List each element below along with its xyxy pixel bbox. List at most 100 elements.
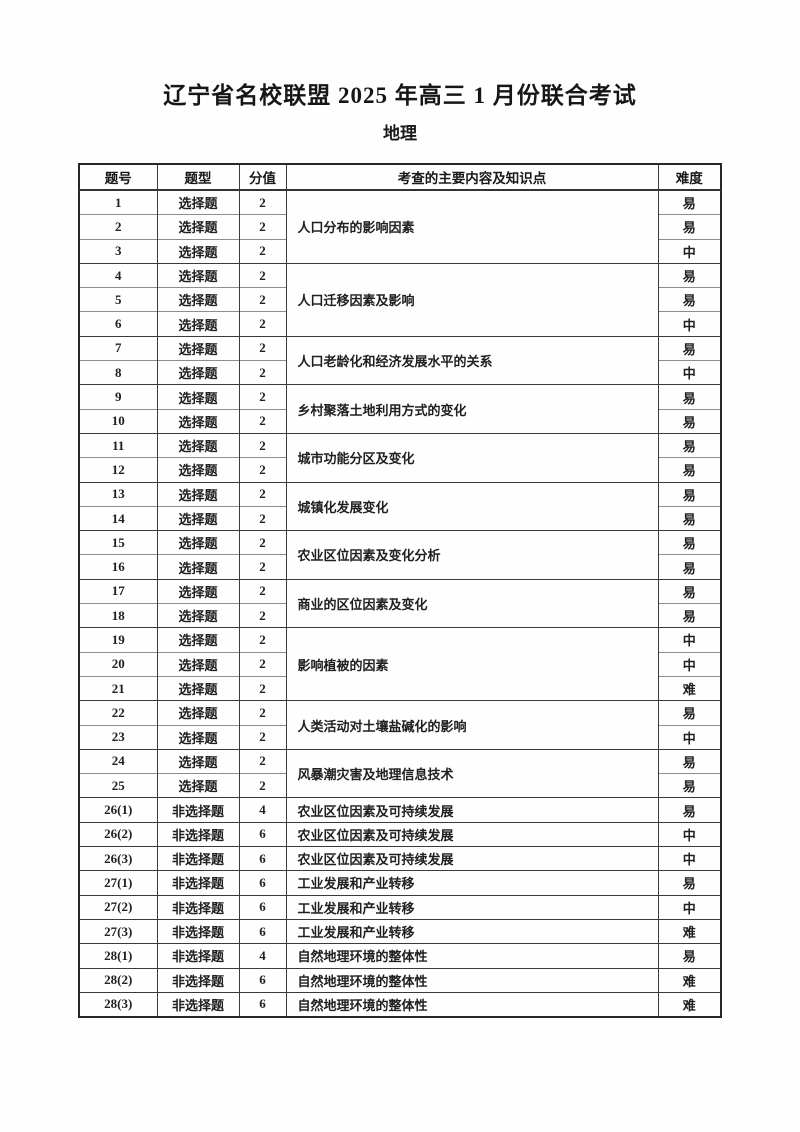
- cell-difficulty: 易: [657, 457, 722, 483]
- cell-difficulty: 易: [657, 214, 722, 240]
- cell-difficulty: 易: [657, 773, 722, 798]
- table-row: 27(2) 非选择题 6 工业发展和产业转移中: [78, 894, 722, 920]
- cell-question-no: 17: [78, 578, 158, 604]
- column-header-score: 分值: [238, 164, 287, 191]
- table-row: 15 选择题 2 农业区位因素及变化分析易: [78, 530, 722, 580]
- cell-question-type: 选择题: [156, 748, 240, 774]
- cell-question-type: 选择题: [156, 700, 240, 726]
- cell-question-type: 选择题: [156, 457, 240, 483]
- cell-difficulty: 易: [657, 748, 722, 774]
- cell-difficulty: 易: [657, 287, 722, 312]
- cell-content: 人口分布的影响因素: [285, 189, 659, 264]
- cell-score: 2: [238, 748, 287, 774]
- table-row: 28(1) 非选择题 4 自然地理环境的整体性易: [78, 943, 722, 968]
- exam-analysis-table: 题号 题型 分值 考查的主要内容及知识点 难度 1 选择题 2 人口分布的影响因素易 2…: [78, 163, 722, 1019]
- cell-question-no: 20: [78, 651, 158, 677]
- table-row: 1 选择题 2 人口分布的影响因素易: [78, 189, 722, 264]
- table-row: 26(2) 非选择题 6 农业区位因素及可持续发展中: [78, 821, 722, 847]
- cell-score: 2: [238, 262, 287, 288]
- table-row: 10 选择题 2 易: [78, 408, 722, 434]
- cell-score: 2: [238, 360, 287, 385]
- cell-score: 4: [238, 943, 287, 968]
- cell-question-type: 选择题: [156, 432, 240, 458]
- cell-question-type: 选择题: [156, 578, 240, 604]
- cell-score: 2: [238, 481, 287, 507]
- cell-score: 6: [238, 918, 287, 944]
- cell-question-no: 26(2): [78, 821, 158, 847]
- cell-score: 4: [238, 797, 287, 823]
- cell-score: 2: [238, 287, 287, 312]
- cell-question-no: 10: [78, 408, 158, 434]
- column-header-content: 考查的主要内容及知识点: [285, 164, 659, 191]
- table-row: 28(2) 非选择题 6 自然地理环境的整体性难: [78, 967, 722, 993]
- table-row: 28(3) 非选择题 6 自然地理环境的整体性难: [78, 991, 722, 1018]
- cell-score: 2: [238, 384, 287, 410]
- cell-difficulty: 难: [657, 967, 722, 993]
- cell-question-type: 选择题: [156, 554, 240, 580]
- column-header-difficulty: 难度: [657, 164, 722, 191]
- table-row: 20 选择题 2 中: [78, 651, 722, 677]
- cell-score: 2: [238, 189, 287, 215]
- cell-question-type: 选择题: [156, 384, 240, 410]
- cell-question-no: 13: [78, 481, 158, 507]
- cell-question-no: 27(1): [78, 870, 158, 896]
- table-row: 14 选择题 2 易: [78, 505, 722, 531]
- cell-difficulty: 中: [657, 894, 722, 920]
- page-title: 辽宁省名校联盟 2025 年高三 1 月份联合考试: [163, 83, 637, 108]
- cell-score: 6: [238, 967, 287, 993]
- table-row: 9 选择题 2 乡村聚落土地利用方式的变化易: [78, 384, 722, 434]
- cell-content: 农业区位因素及可持续发展: [285, 846, 659, 871]
- cell-difficulty: 易: [657, 505, 722, 531]
- cell-score: 6: [238, 991, 287, 1018]
- cell-question-no: 4: [78, 262, 158, 288]
- cell-difficulty: 易: [657, 408, 722, 434]
- cell-question-type: 选择题: [156, 311, 240, 337]
- cell-difficulty: 易: [657, 554, 722, 580]
- table-row: 19 选择题 2 影响植被的因素中: [78, 627, 722, 701]
- cell-question-type: 非选择题: [156, 870, 240, 896]
- cell-question-type: 非选择题: [156, 821, 240, 847]
- table-row: 4 选择题 2 人口迁移因素及影响易: [78, 262, 722, 337]
- table-header-row: 题号 题型 分值 考查的主要内容及知识点 难度: [78, 164, 722, 191]
- cell-content: 风暴潮灾害及地理信息技术: [285, 748, 659, 798]
- cell-question-no: 21: [78, 675, 158, 701]
- cell-content: 城市功能分区及变化: [285, 432, 659, 483]
- cell-score: 6: [238, 846, 287, 871]
- cell-difficulty: 易: [657, 432, 722, 458]
- cell-question-type: 选择题: [156, 287, 240, 312]
- cell-difficulty: 中: [657, 311, 722, 337]
- cell-question-no: 26(3): [78, 846, 158, 871]
- cell-score: 2: [238, 651, 287, 677]
- cell-question-no: 16: [78, 554, 158, 580]
- cell-difficulty: 易: [657, 530, 722, 555]
- cell-question-no: 28(1): [78, 943, 158, 968]
- cell-content: 自然地理环境的整体性: [285, 943, 659, 968]
- cell-question-no: 24: [78, 748, 158, 774]
- cell-content: 自然地理环境的整体性: [285, 991, 659, 1018]
- cell-question-type: 非选择题: [156, 894, 240, 920]
- cell-difficulty: 易: [657, 700, 722, 726]
- cell-question-type: 选择题: [156, 627, 240, 653]
- cell-difficulty: 难: [657, 918, 722, 944]
- cell-question-no: 26(1): [78, 797, 158, 823]
- page-subtitle: 地理: [383, 124, 417, 143]
- cell-difficulty: 易: [657, 578, 722, 604]
- cell-content: 人类活动对土壤盐碱化的影响: [285, 700, 659, 750]
- cell-question-no: 18: [78, 603, 158, 628]
- cell-difficulty: 易: [657, 384, 722, 410]
- cell-content: 城镇化发展变化: [285, 481, 659, 531]
- cell-difficulty: 易: [657, 481, 722, 507]
- column-header-question-type: 题型: [156, 164, 240, 191]
- cell-difficulty: 难: [657, 991, 722, 1018]
- cell-question-no: 27(3): [78, 918, 158, 944]
- cell-question-type: 选择题: [156, 603, 240, 628]
- cell-question-no: 22: [78, 700, 158, 726]
- table-row: 5 选择题 2 易: [78, 287, 722, 312]
- cell-content: 农业区位因素及变化分析: [285, 530, 659, 580]
- cell-score: 6: [238, 821, 287, 847]
- cell-score: 2: [238, 554, 287, 580]
- table-row: 12 选择题 2 易: [78, 457, 722, 483]
- cell-difficulty: 易: [657, 335, 722, 361]
- table-row: 11 选择题 2 城市功能分区及变化易: [78, 432, 722, 483]
